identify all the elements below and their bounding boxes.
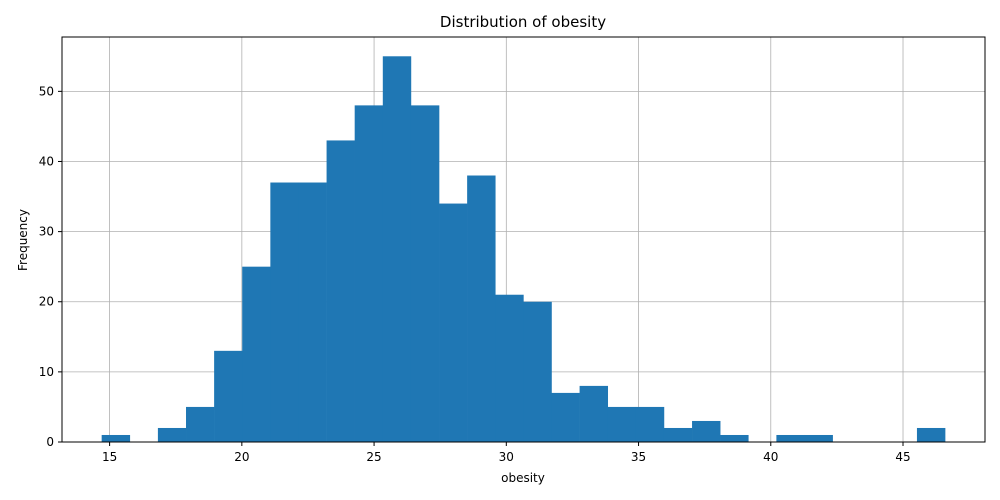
histogram-bar	[214, 350, 243, 442]
bars-layer	[101, 56, 946, 443]
histogram-bar	[551, 392, 580, 442]
histogram-bar	[523, 301, 552, 442]
y-tick-label: 30	[39, 225, 54, 239]
chart-title: Distribution of obesity	[440, 13, 606, 31]
y-axis-label: Frequency	[16, 209, 30, 271]
histogram-bar	[157, 427, 187, 442]
histogram-bar	[186, 406, 215, 442]
histogram-bar	[101, 434, 131, 442]
histogram-bar	[495, 294, 524, 442]
histogram-bar	[354, 105, 384, 443]
x-tick-label: 25	[366, 450, 381, 464]
histogram-bar	[579, 385, 609, 442]
histogram-bar	[270, 182, 299, 443]
x-tick-label: 35	[631, 450, 646, 464]
x-tick-label: 45	[895, 450, 910, 464]
y-tick-label: 20	[39, 295, 54, 309]
x-tick-label: 30	[499, 450, 514, 464]
plot-frame	[61, 36, 986, 443]
histogram-bar	[916, 427, 946, 442]
y-tick-label: 50	[39, 84, 54, 98]
histogram-bar	[720, 434, 749, 442]
y-tick-label: 40	[39, 154, 54, 168]
ticks-layer: 15 20 25 30 35 40 45 0 10 20 30 40 50	[39, 84, 911, 464]
x-axis-label: obesity	[501, 471, 545, 485]
histogram-bar	[804, 434, 833, 442]
histogram-bar	[298, 182, 327, 443]
histogram-bar	[326, 140, 355, 442]
y-tick-label: 0	[46, 435, 54, 449]
x-tick-label: 20	[234, 450, 249, 464]
histogram-bar	[776, 434, 805, 442]
histogram-bar	[663, 427, 693, 442]
x-tick-label: 40	[763, 450, 778, 464]
y-tick-label: 10	[39, 365, 54, 379]
histogram-bar	[467, 175, 496, 442]
histogram-bar	[692, 420, 721, 442]
histogram-bar	[439, 203, 468, 442]
histogram-bar	[635, 406, 665, 442]
histogram-bar	[382, 56, 412, 443]
x-tick-label: 15	[102, 450, 117, 464]
histogram-bar	[607, 406, 637, 442]
histogram-bar	[242, 266, 271, 442]
histogram-bar	[410, 105, 440, 443]
